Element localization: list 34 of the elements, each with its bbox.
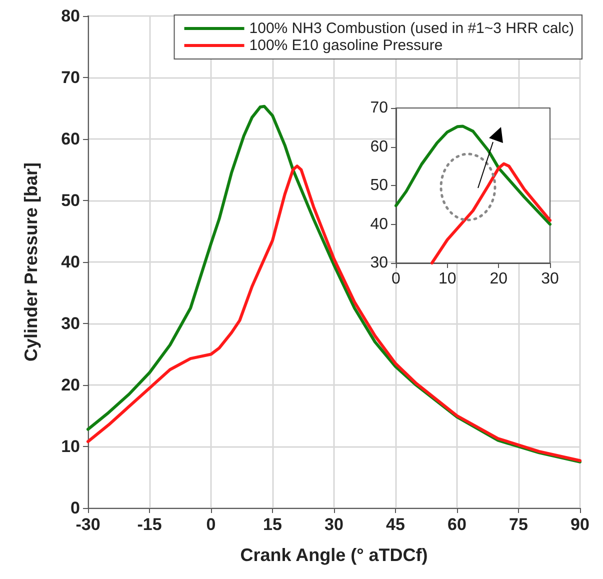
y-tick-label: 70 <box>61 68 80 87</box>
y-tick-label: 30 <box>370 254 388 272</box>
line-series <box>430 162 552 264</box>
x-tick-label: 75 <box>509 515 528 534</box>
y-tick-label: 30 <box>61 314 80 333</box>
legend-label: 100% E10 gasoline Pressure <box>249 37 443 54</box>
line-series <box>86 164 582 462</box>
x-tick-label: 45 <box>386 515 405 534</box>
y-tick-label: 60 <box>61 130 80 148</box>
y-tick-label: 70 <box>370 100 388 116</box>
y-tick-label: 20 <box>61 376 80 394</box>
x-tick-label: 60 <box>448 515 466 534</box>
x-tick-label: 0 <box>392 270 401 288</box>
x-tick-label: 20 <box>490 270 508 288</box>
y-axis-title: Cylinder Pressure [bar] <box>21 162 41 362</box>
x-tick-label: 90 <box>570 515 590 534</box>
y-tick-label: 0 <box>70 498 80 518</box>
y-tick-label: 50 <box>61 191 80 210</box>
y-tick-label: 40 <box>370 216 388 233</box>
y-tick-label: 10 <box>61 437 80 456</box>
y-tick-label: 80 <box>61 6 80 26</box>
x-tick-label: 15 <box>263 515 282 534</box>
y-tick-label: 60 <box>370 138 388 156</box>
x-tick-label: 10 <box>438 270 456 288</box>
x-tick-label: -15 <box>137 515 162 534</box>
x-tick-label: 30 <box>324 515 344 534</box>
x-tick-label: 30 <box>541 270 559 288</box>
x-axis-title: Crank Angle (° aTDCf) <box>240 545 428 565</box>
x-tick-label: 0 <box>206 515 216 534</box>
y-tick-label: 50 <box>370 177 388 194</box>
legend-label: 100% NH3 Combustion (used in #1~3 HRR calc) <box>249 20 574 37</box>
line-series <box>394 124 552 226</box>
y-tick-label: 40 <box>61 252 80 272</box>
x-tick-label: -30 <box>76 515 100 534</box>
